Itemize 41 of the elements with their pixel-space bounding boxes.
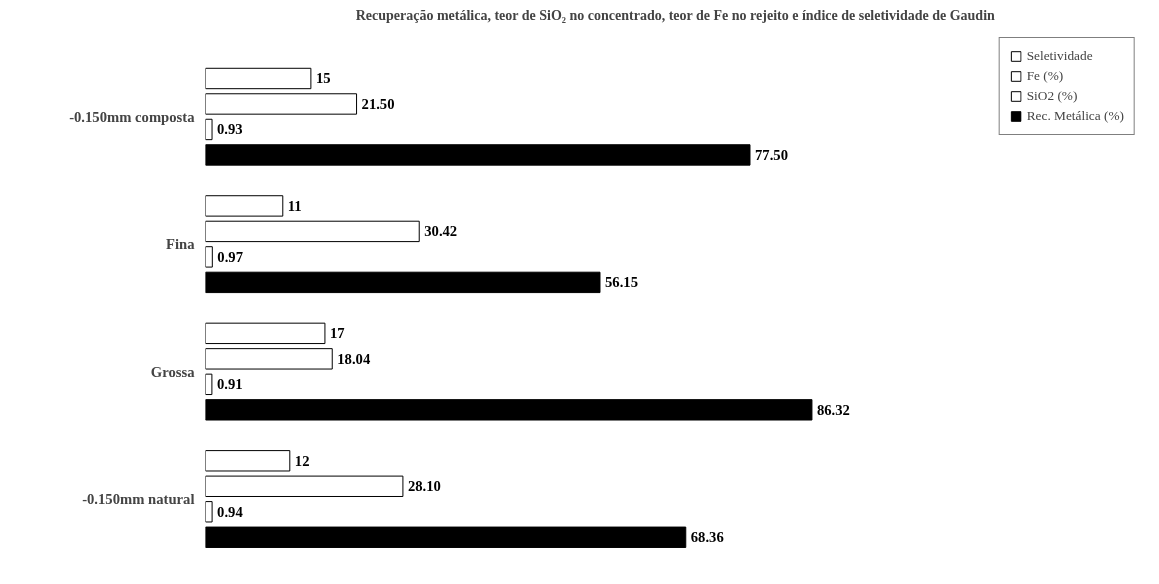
bar: [205, 118, 213, 141]
data-label: 0.94: [217, 503, 244, 520]
bar: [205, 450, 291, 472]
bar: [205, 526, 687, 548]
y-tick-label: -0.150mm natural: [82, 491, 195, 508]
data-label: 12: [294, 452, 310, 469]
bar: [205, 348, 333, 370]
y-tick-label: Fina: [166, 236, 196, 253]
data-label: 56.15: [604, 274, 638, 291]
legend-label: Rec. Metálica (%): [1026, 108, 1124, 124]
bar: [205, 399, 813, 421]
y-tick-label: -0.150mm composta: [69, 108, 196, 125]
data-label: 86.32: [816, 401, 850, 418]
legend-label: Fe (%): [1026, 68, 1064, 84]
data-label: 17: [329, 325, 345, 342]
data-label: 30.42: [424, 223, 458, 240]
bar: [205, 373, 213, 396]
data-label: 18.04: [337, 350, 371, 367]
chart-title: Recuperação metálica, teor de SiO₂ no concentrado, teor de Fe no rejeito e índice de seletividade de Gaudin: [355, 7, 996, 23]
data-label: 68.36: [690, 529, 724, 546]
data-label: 21.50: [361, 95, 395, 112]
legend-label: Seletividade: [1026, 48, 1093, 64]
data-label: 11: [287, 197, 302, 214]
bar: [205, 195, 284, 217]
data-label: 0.91: [216, 376, 243, 393]
data-label: 0.93: [217, 121, 243, 138]
bar: [205, 220, 420, 243]
bar: [205, 67, 312, 90]
data-label: 28.10: [407, 478, 441, 495]
legend-label: SiO2 (%): [1026, 88, 1078, 104]
bar: [205, 322, 326, 345]
bar: [205, 93, 358, 115]
data-label: 15: [315, 70, 331, 87]
bar: [205, 271, 601, 294]
data-label: 0.97: [217, 248, 243, 265]
y-tick-label: Grossa: [150, 363, 196, 380]
bar: [205, 501, 213, 523]
bar: [205, 144, 751, 166]
bar: [205, 475, 404, 497]
bar: [205, 246, 213, 268]
data-label: 77.50: [754, 146, 788, 163]
